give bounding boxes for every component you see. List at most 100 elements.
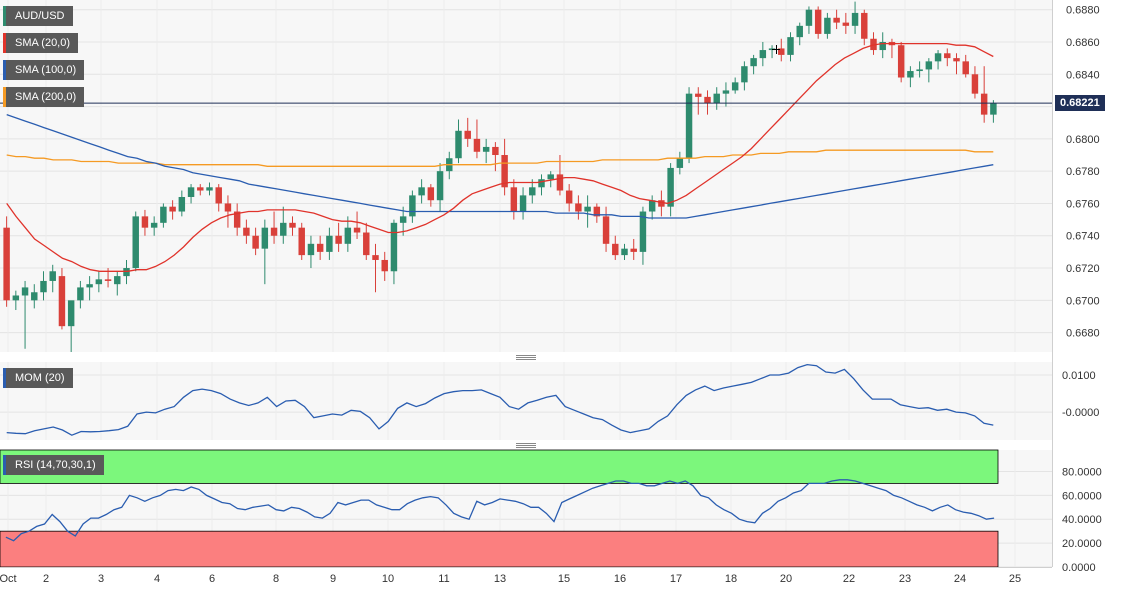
candle xyxy=(907,66,914,88)
mom-label: MOM (20) xyxy=(15,372,65,384)
y-tick-label: 0.6860 xyxy=(1066,37,1100,49)
x-tick-label: Oct xyxy=(0,573,17,585)
candle xyxy=(971,66,979,99)
candle xyxy=(114,271,121,296)
candle xyxy=(833,9,840,30)
legend-mom[interactable]: MOM (20) xyxy=(3,368,73,388)
candle xyxy=(630,238,637,260)
sma100-swatch xyxy=(3,60,6,80)
y-tick-label: 0.6880 xyxy=(1066,5,1100,17)
legend-sma100[interactable]: SMA (100,0) xyxy=(3,60,85,80)
candle xyxy=(879,32,886,59)
sma200-line xyxy=(6,149,994,167)
rsi-overbought-band xyxy=(0,449,999,484)
y-tick-label: 0.6780 xyxy=(1066,166,1100,178)
symbol-label: AUD/USD xyxy=(15,10,65,22)
candle xyxy=(990,100,997,123)
candle xyxy=(372,243,379,293)
candle xyxy=(455,119,462,164)
candle xyxy=(851,1,859,34)
candle xyxy=(953,53,960,75)
candle xyxy=(261,219,269,285)
x-tick-label: 3 xyxy=(98,573,104,585)
candle xyxy=(482,138,490,164)
sma200-label: SMA (200,0) xyxy=(15,91,77,103)
sma200-swatch xyxy=(3,87,6,107)
x-tick-label: 25 xyxy=(1009,573,1021,585)
candle xyxy=(473,119,481,159)
candle xyxy=(759,41,767,67)
pane-resize-handle-1[interactable] xyxy=(516,355,536,360)
x-tick-label: 8 xyxy=(273,573,279,585)
candle xyxy=(21,280,29,349)
rsi-y-tick-label: 40.0000 xyxy=(1062,514,1102,526)
candle xyxy=(685,87,693,164)
main-plot-area xyxy=(0,0,1052,352)
candle xyxy=(778,38,785,62)
candle xyxy=(676,151,684,175)
crosshair-cursor-icon xyxy=(772,45,780,54)
legend-sma20[interactable]: SMA (20,0) xyxy=(3,33,79,53)
candle xyxy=(510,179,518,220)
last-price-badge: 0.68221 xyxy=(1055,95,1105,111)
candle xyxy=(731,77,739,94)
sma20-line xyxy=(6,42,994,272)
candle xyxy=(565,184,573,212)
y-tick-label: 0.6740 xyxy=(1066,231,1100,243)
candle xyxy=(187,184,195,204)
candle xyxy=(31,284,38,309)
candle xyxy=(215,184,222,212)
candle xyxy=(824,12,831,39)
y-tick-label: 0.6720 xyxy=(1066,263,1100,275)
pane-resize-handle-2[interactable] xyxy=(516,443,536,448)
candle xyxy=(326,227,333,260)
candle xyxy=(575,195,582,220)
candle xyxy=(492,142,499,172)
candle xyxy=(363,222,370,260)
candle xyxy=(95,271,103,293)
candle xyxy=(427,184,435,207)
candle xyxy=(861,9,868,46)
x-tick-label: 16 xyxy=(614,573,626,585)
candle xyxy=(178,190,186,217)
candle xyxy=(667,163,674,217)
candle xyxy=(224,195,232,228)
candle xyxy=(316,235,324,260)
candle xyxy=(704,90,711,115)
candle xyxy=(77,280,84,309)
candle xyxy=(49,264,56,293)
candle xyxy=(934,50,942,70)
candle xyxy=(695,87,702,115)
candle xyxy=(529,179,536,204)
x-tick-label: 22 xyxy=(843,573,855,585)
candle xyxy=(3,216,10,307)
candle xyxy=(584,195,591,228)
legend-rsi[interactable]: RSI (14,70,30,1) xyxy=(3,455,104,475)
mom-y-tick-label: -0.0000 xyxy=(1062,407,1099,419)
rsi-y-tick-label: 80.0000 xyxy=(1062,466,1102,478)
x-tick-label: 20 xyxy=(780,573,792,585)
candle xyxy=(243,219,250,244)
rsi-label: RSI (14,70,30,1) xyxy=(15,459,96,471)
candle xyxy=(86,276,93,301)
candle xyxy=(252,227,259,256)
x-tick-label: 6 xyxy=(209,573,215,585)
candle xyxy=(925,58,933,83)
y-tick-label: 0.6760 xyxy=(1066,198,1100,210)
candle xyxy=(58,268,66,330)
x-tick-label: 2 xyxy=(43,573,49,585)
rsi-y-tick-label: 20.0000 xyxy=(1062,538,1102,550)
rsi-y-tick-label: 0.0000 xyxy=(1062,562,1096,574)
x-tick-label: 10 xyxy=(382,573,394,585)
candle xyxy=(796,22,803,46)
x-tick-label: 15 xyxy=(558,573,570,585)
y-tick-label: 0.6840 xyxy=(1066,69,1100,81)
candle xyxy=(150,216,158,236)
legend-sma200[interactable]: SMA (200,0) xyxy=(3,87,85,107)
candle xyxy=(944,48,951,67)
candle xyxy=(409,190,416,223)
candle xyxy=(12,290,20,311)
candle xyxy=(538,174,545,196)
symbol-tag[interactable]: AUD/USD xyxy=(3,6,73,26)
x-tick-label: 4 xyxy=(154,573,160,585)
